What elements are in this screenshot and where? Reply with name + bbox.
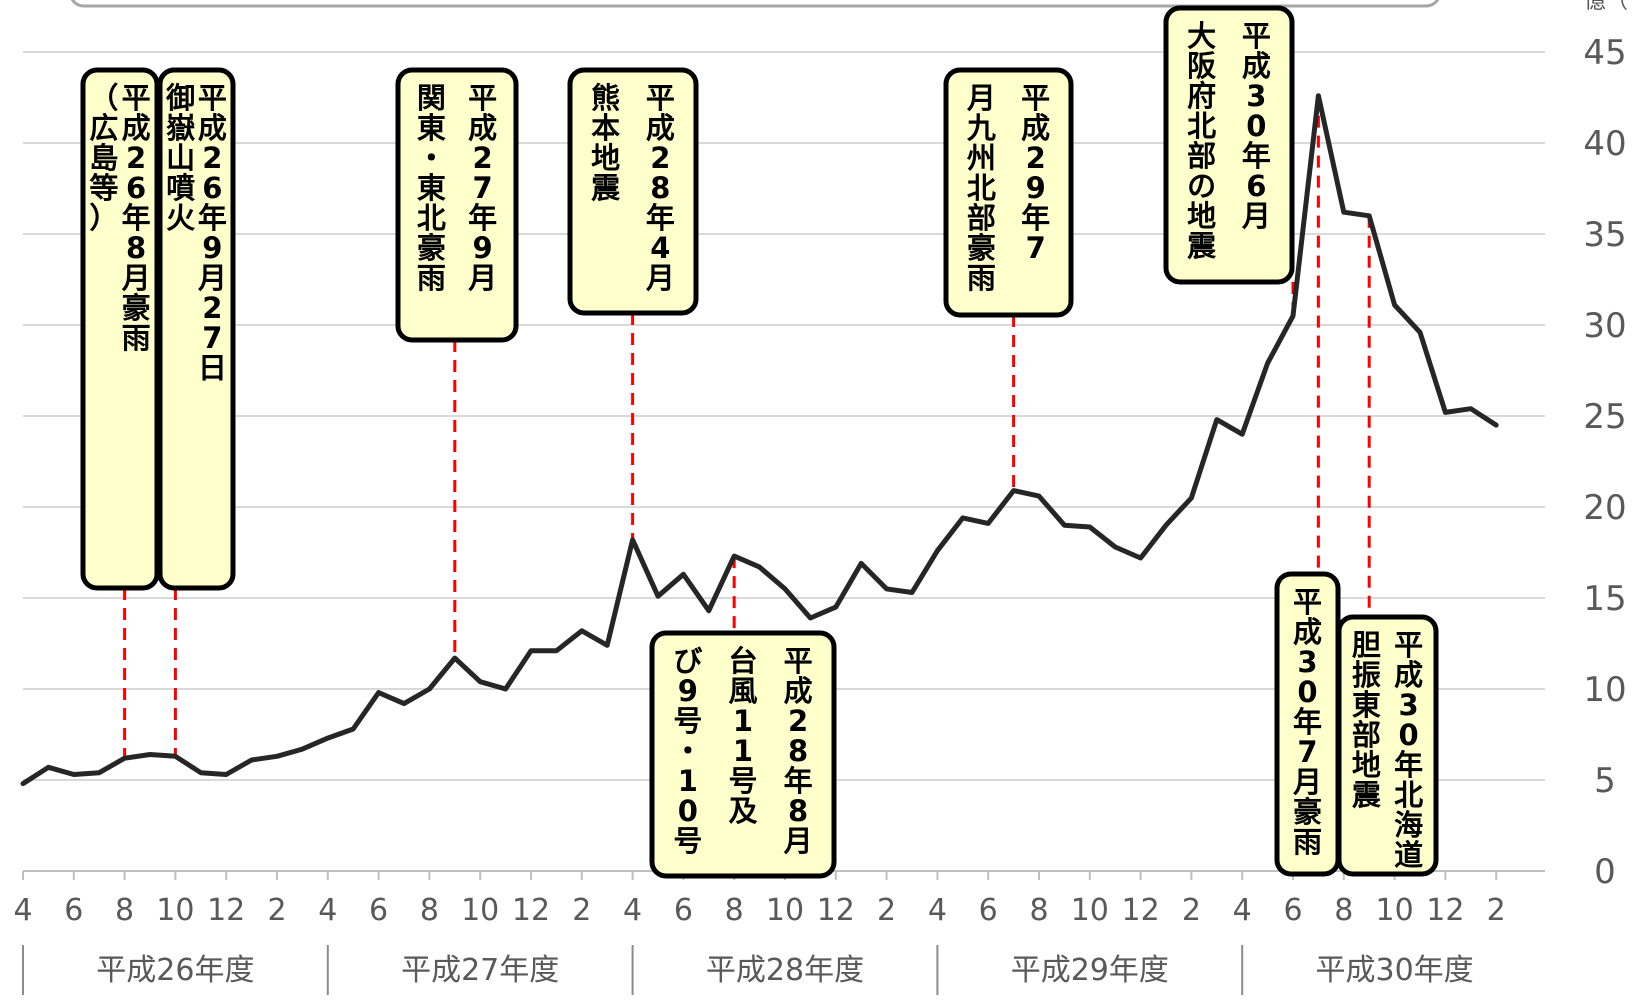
annotation-box-frame xyxy=(943,67,1074,318)
fiscal-year-label: 平成26年度 xyxy=(96,953,254,988)
x-tick-label: 6 xyxy=(369,893,388,928)
annotation-box: 平成 2 6 年 9 月 2 7 日御嶽山噴火 xyxy=(157,67,236,591)
x-tick-label: 2 xyxy=(572,893,591,928)
annotation-label: 平成 2 6 年 8 月豪雨（広島等） xyxy=(89,81,150,355)
fiscal-year-label: 平成29年度 xyxy=(1011,953,1169,988)
annotation-box-frame xyxy=(1163,5,1295,285)
x-tick-label: 8 xyxy=(1334,893,1353,928)
y-tick-label: 25 xyxy=(1583,397,1626,437)
gridlines xyxy=(23,51,1545,781)
x-tick-label: 8 xyxy=(420,893,439,928)
annotation-box: 平成 2 7 年 9 月関東・東北豪雨 xyxy=(395,67,519,343)
x-tick-label: 10 xyxy=(461,893,499,928)
x-tick-label: 4 xyxy=(928,893,947,928)
x-tick-label: 2 xyxy=(1182,893,1201,928)
y-unit-label: 億（ xyxy=(1584,0,1628,14)
y-tick-label: 30 xyxy=(1583,306,1626,346)
x-tick-label: 12 xyxy=(207,893,245,928)
x-tick-label: 6 xyxy=(64,893,83,928)
x-tick-label: 6 xyxy=(1283,893,1302,928)
annotation-box: 平成 2 9 年 7月九州北部豪雨 xyxy=(943,67,1074,318)
annotation-label: 平成 2 8 年 8 月台風 1 1 号及び 9 号・ 1 0 号 xyxy=(673,644,812,858)
y-tick-label: 15 xyxy=(1583,579,1626,619)
y-tick-label: 10 xyxy=(1583,670,1626,710)
y-tick-label: 0 xyxy=(1594,852,1616,892)
annotation-label: 平成 2 8 年 4 月熊本地震 xyxy=(591,81,675,295)
annotation-box: 平成 2 6 年 8 月豪雨（広島等） xyxy=(80,67,160,591)
annotation-box: 平成 2 8 年 8 月台風 1 1 号及び 9 号・ 1 0 号 xyxy=(649,630,837,879)
x-tick-label: 12 xyxy=(1426,893,1464,928)
x-tick-label: 8 xyxy=(115,893,134,928)
top-box-edge xyxy=(70,0,1440,8)
y-tick-label: 20 xyxy=(1583,488,1626,528)
annotation-box: 平成 3 0 年 7 月豪雨 xyxy=(1274,571,1341,877)
annotation-label: 平成 3 0 年北海道胆振東部地震 xyxy=(1352,628,1423,872)
x-tick-label: 6 xyxy=(674,893,693,928)
annotation-box-frame xyxy=(157,67,236,591)
x-tick-label: 4 xyxy=(13,893,32,928)
annotation-box-frame xyxy=(649,630,837,879)
x-tick-label: 2 xyxy=(877,893,896,928)
annotation-box-frame xyxy=(80,67,160,591)
y-tick-label: 5 xyxy=(1594,761,1616,801)
x-tick-label: 4 xyxy=(623,893,642,928)
y-axis-ticks: 0 5 10 15 20 25 30 35 40 45 xyxy=(1583,33,1626,892)
annotation-box-frame xyxy=(1336,614,1439,877)
annotation-label: 平成 3 0 年 6 月大阪府北部の地震 xyxy=(1187,19,1271,263)
annotation-box-frame xyxy=(395,67,519,343)
x-tick-label: 8 xyxy=(1029,893,1048,928)
x-tick-label: 10 xyxy=(1071,893,1109,928)
x-axis-ticks: 4 6 8 10 12 2 4 6 8 10 12 2 4 6 8 10 12 2 4 6 8 10 12 2 4 6 8 10 12 2 xyxy=(13,871,1506,928)
y-tick-label: 35 xyxy=(1583,215,1626,255)
x-tick-label: 8 xyxy=(725,893,744,928)
fiscal-year-axis: 平成26年度 平成27年度 平成28年度 平成29年度 平成30年度 xyxy=(22,945,1474,995)
annotation-label: 平成 2 9 年 7月九州北部豪雨 xyxy=(966,81,1050,295)
fiscal-year-label: 平成27年度 xyxy=(401,953,559,988)
annotation-box: 平成 3 0 年 6 月大阪府北部の地震 xyxy=(1163,5,1295,285)
x-tick-label: 12 xyxy=(817,893,855,928)
annotation-label: 平成 2 6 年 9 月 2 7 日御嶽山噴火 xyxy=(165,81,227,385)
y-tick-label: 45 xyxy=(1583,33,1626,73)
annotation-box-frame xyxy=(567,67,699,316)
x-tick-label: 2 xyxy=(1487,893,1506,928)
fiscal-year-label: 平成28年度 xyxy=(706,953,864,988)
x-tick-label: 4 xyxy=(318,893,337,928)
annotation-label: 平成 3 0 年 7 月豪雨 xyxy=(1292,585,1322,859)
x-tick-label: 12 xyxy=(1122,893,1160,928)
x-tick-label: 10 xyxy=(1376,893,1414,928)
annotation-label: 平成 2 7 年 9 月関東・東北豪雨 xyxy=(417,81,497,295)
x-tick-label: 2 xyxy=(267,893,286,928)
annotation-box: 平成 3 0 年北海道胆振東部地震 xyxy=(1336,614,1439,877)
fiscal-year-label: 平成30年度 xyxy=(1316,953,1474,988)
annotation-boxes: 平成 2 6 年 8 月豪雨（広島等）平成 2 6 年 9 月 2 7 日御嶽山噴火 平成 2 7 年 9 月関東・東… xyxy=(80,5,1439,879)
x-tick-label: 6 xyxy=(979,893,998,928)
y-tick-label: 40 xyxy=(1583,124,1626,164)
x-tick-label: 4 xyxy=(1233,893,1252,928)
series-line xyxy=(20,93,1499,787)
x-tick-label: 10 xyxy=(766,893,804,928)
x-tick-label: 12 xyxy=(512,893,550,928)
annotation-box: 平成 2 8 年 4 月熊本地震 xyxy=(567,67,699,316)
x-tick-label: 10 xyxy=(156,893,194,928)
